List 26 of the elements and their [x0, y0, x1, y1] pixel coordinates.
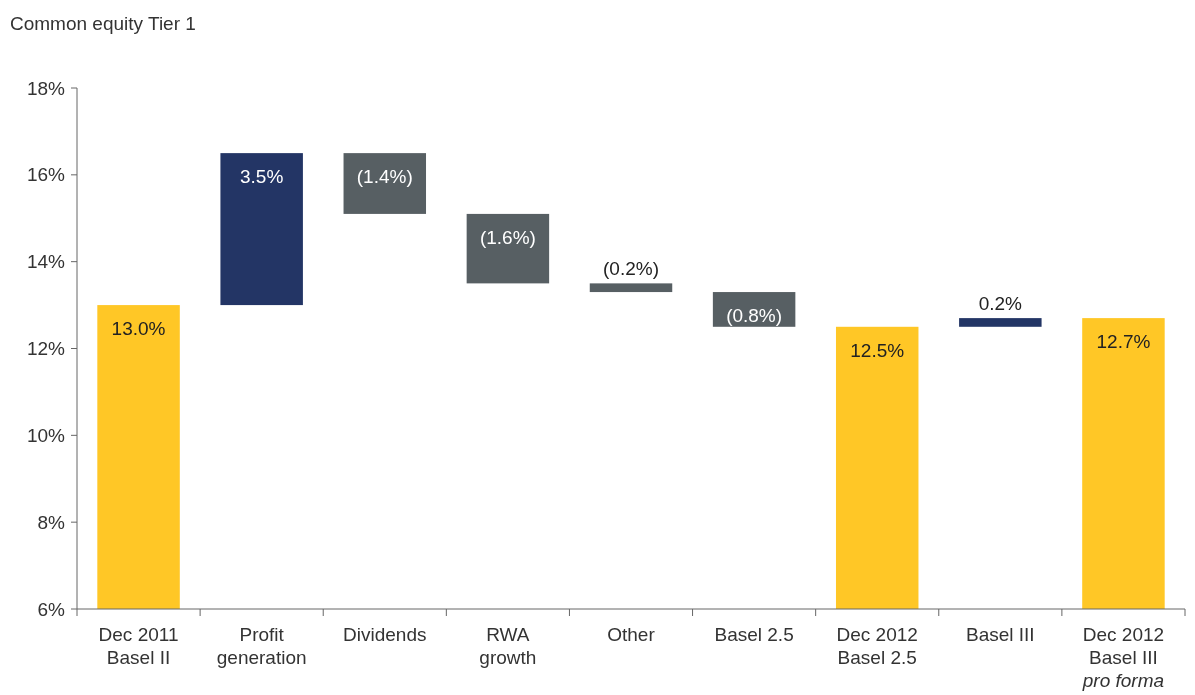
y-tick-label: 6% [37, 598, 66, 620]
data-label: 13.0% [111, 318, 166, 340]
y-tick-label: 16% [26, 164, 66, 186]
x-tick-label: Other [607, 624, 656, 645]
data-label: (0.8%) [726, 305, 783, 327]
y-tick-label: 8% [37, 511, 66, 533]
y-tick-label: 18% [26, 77, 66, 99]
x-tick-label: Basel 2.5 [714, 624, 794, 645]
x-tick-label: Dividends [343, 624, 427, 645]
data-label: (0.2%) [603, 258, 659, 280]
data-label: (1.6%) [479, 226, 536, 248]
y-tick-label: 14% [26, 251, 66, 273]
x-tick-label: Dec 2011 Basel II [98, 624, 179, 668]
x-tick-label: Basel III [966, 624, 1035, 645]
x-tick-label: Dec 2012 Basel 2.5 [836, 624, 918, 668]
data-label: 12.7% [1096, 331, 1151, 353]
x-tick-label: Dec 2012 Basel III pro forma [1081, 624, 1165, 691]
data-label: 3.5% [240, 166, 284, 188]
x-tick-label: Profit generation [216, 624, 307, 668]
data-label: 0.2% [978, 293, 1023, 315]
data-label: 12.5% [850, 339, 905, 361]
y-tick-label: 10% [26, 424, 66, 446]
x-tick-label: RWA growth [479, 624, 537, 668]
data-label: (1.4%) [356, 166, 413, 188]
chart-title: Common equity Tier 1 [10, 13, 196, 34]
y-tick-label: 12% [26, 338, 66, 360]
